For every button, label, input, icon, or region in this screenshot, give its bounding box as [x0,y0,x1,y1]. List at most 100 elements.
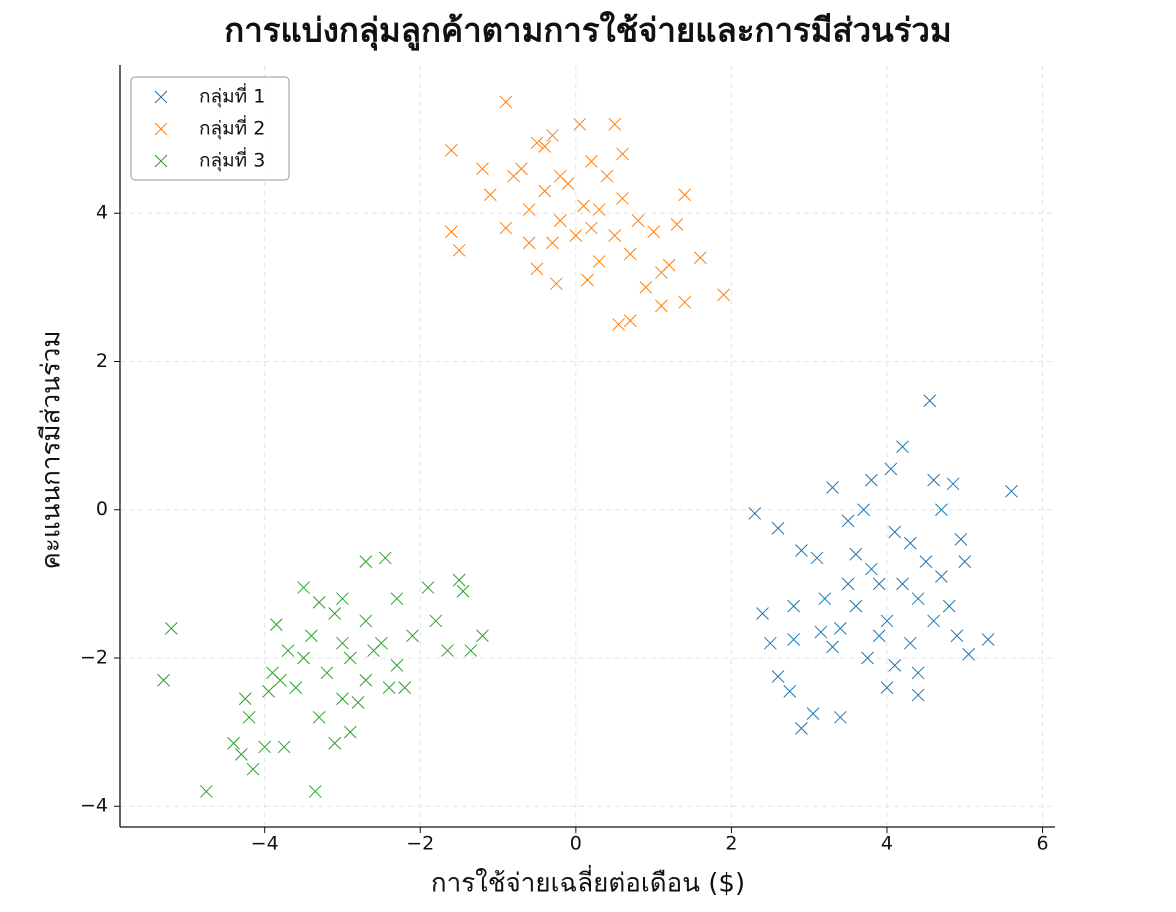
point [616,147,629,161]
point [771,670,785,683]
x-tick-label: −2 [406,833,434,855]
point [942,599,956,613]
point [277,740,291,754]
point [748,507,762,520]
point [927,473,941,487]
point [359,673,373,687]
point [269,618,283,631]
y-axis-label: คะแนนการมีส่วนร่วม [37,330,67,569]
point [608,117,622,131]
x-tick-label: 2 [725,833,737,855]
y-tick-label: 2 [96,350,108,372]
point [320,666,334,680]
point [616,192,629,205]
point [569,229,583,242]
point [530,262,544,276]
point [328,607,342,620]
point [441,644,454,657]
point [923,394,937,408]
point [693,251,707,265]
point [623,314,637,328]
point [445,225,458,239]
point [585,155,598,168]
point [962,647,976,661]
point [896,577,909,591]
point [561,177,575,190]
legend-label: กลุ่มที่ 3 [199,147,265,173]
point [787,599,800,613]
point [289,681,303,694]
point [522,236,536,250]
point [950,629,964,643]
point [662,258,676,272]
point [398,681,412,694]
point [841,514,855,528]
point [499,95,513,109]
point [351,696,365,709]
point [382,681,396,694]
point [429,614,443,628]
point [670,218,684,231]
point [958,555,972,568]
point [903,536,917,550]
point [880,614,894,628]
chart-title: การแบ่งกลุ่มลูกค้าตามการใช้จ่ายและการมีส… [224,11,951,52]
point [647,225,660,239]
point [833,710,847,724]
point [639,281,653,294]
point [546,236,559,250]
point [818,592,832,606]
point [476,162,489,176]
point [771,521,785,535]
legend-marker [154,154,168,168]
point [884,462,898,476]
point [1005,484,1018,498]
point [981,633,995,646]
point [872,577,886,591]
y-tick-label: 4 [96,202,108,224]
point [522,203,536,216]
point [297,581,310,594]
point [581,273,594,287]
point [631,214,645,228]
legend-marker [154,122,168,136]
point [530,136,544,150]
point [378,551,392,565]
point [935,503,948,517]
point [935,570,948,583]
point [795,544,808,557]
point [305,629,318,643]
point [297,651,310,665]
point [452,243,466,257]
point [787,633,800,646]
point [880,681,894,694]
point [833,621,847,635]
point [592,203,606,216]
point [623,247,637,261]
point [865,562,878,576]
point [655,299,668,313]
point [456,584,470,598]
point [927,614,941,628]
point [262,684,275,698]
point [865,473,878,487]
y-tick-label: −2 [80,646,108,668]
point [499,221,513,235]
point [390,592,404,606]
point [421,581,435,594]
point [911,666,925,680]
point [911,688,925,702]
point [390,659,404,672]
legend-box [130,76,290,181]
point [464,644,478,657]
point [763,636,777,650]
point [359,614,373,628]
point [234,748,248,761]
point [336,692,349,706]
point [238,692,252,706]
point [157,673,170,687]
point [872,629,886,643]
point [919,555,933,568]
point [343,651,357,665]
